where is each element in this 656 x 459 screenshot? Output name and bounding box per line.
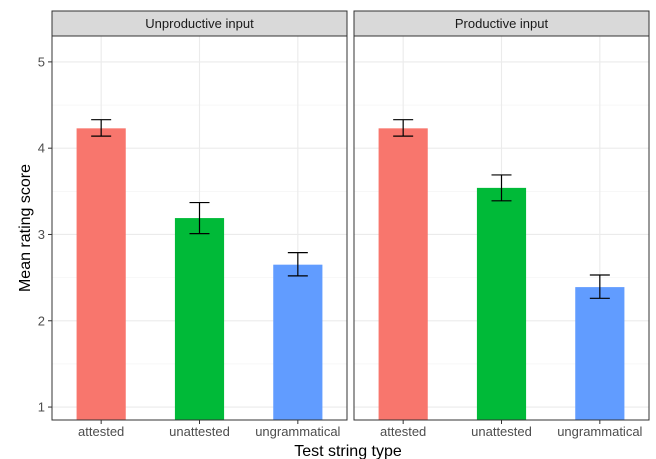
- y-tick-label: 4: [38, 141, 45, 156]
- x-axis-title: Test string type: [294, 443, 402, 459]
- facet-strip: [51, 10, 348, 37]
- facet-strip-label: Unproductive input: [145, 16, 254, 31]
- bar-attested: [378, 128, 428, 420]
- facet-strip: [353, 10, 650, 37]
- error-bar-attested: [91, 119, 112, 137]
- y-axis-title: Mean rating score: [17, 164, 34, 292]
- bar-ungrammatical: [273, 264, 323, 420]
- error-bar-ungrammatical: [287, 251, 308, 277]
- panels-layer: Unproductive input attested unattested ungr…: [51, 10, 650, 439]
- x-tick-label: unattested: [471, 424, 532, 439]
- bar-attested: [76, 128, 126, 420]
- facet-strip-label: Productive input: [455, 16, 549, 31]
- y-axis: 1 2 3 4 5: [38, 54, 52, 415]
- panel-2: Productive input attested unattested ungram…: [353, 10, 650, 439]
- y-tick-label: 2: [38, 313, 45, 328]
- panel-1: Unproductive input attested unattested ungr…: [51, 10, 348, 439]
- error-bar-ungrammatical: [589, 274, 610, 299]
- x-tick-label: ungrammatical: [255, 424, 340, 439]
- error-bar-unattested: [189, 201, 210, 235]
- x-tick-label: ungrammatical: [557, 424, 642, 439]
- y-tick-label: 5: [38, 54, 45, 69]
- bar-ungrammatical: [575, 287, 625, 420]
- error-bar-attested: [393, 119, 414, 137]
- error-bar-unattested: [491, 174, 512, 202]
- y-tick-label: 1: [38, 400, 45, 415]
- panel-border: [353, 35, 650, 421]
- bar-unattested: [174, 218, 225, 420]
- x-tick-label: unattested: [169, 424, 230, 439]
- y-tick-label: 3: [38, 227, 45, 242]
- x-tick-label: attested: [78, 424, 124, 439]
- x-tick-label: attested: [380, 424, 426, 439]
- panel-border: [51, 35, 348, 421]
- bar-unattested: [476, 187, 527, 420]
